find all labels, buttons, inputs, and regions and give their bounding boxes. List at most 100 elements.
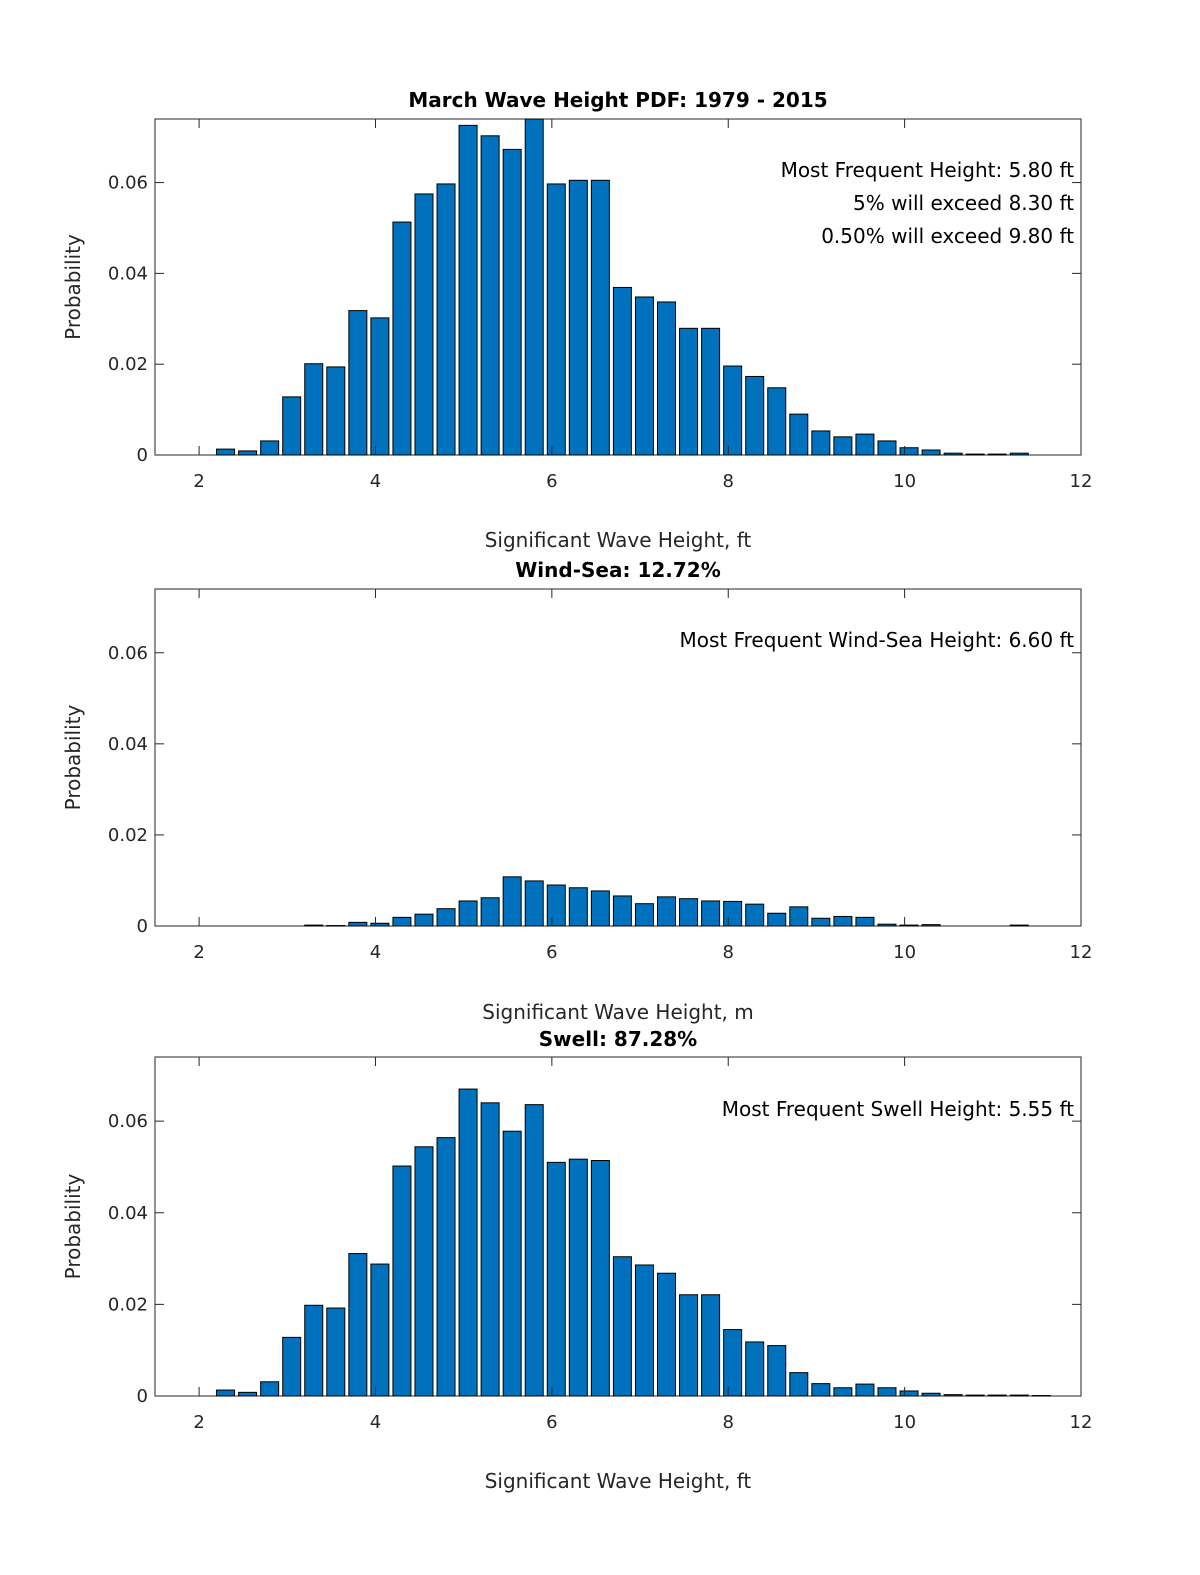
bar [855, 433, 875, 456]
chart-title: Wind-Sea: 12.72% [515, 558, 721, 582]
bar [590, 890, 610, 927]
chart-title: March Wave Height PDF: 1979 - 2015 [408, 88, 827, 112]
bar [657, 1272, 676, 1397]
x-tick-label: 6 [546, 471, 557, 492]
bar [1031, 1395, 1051, 1397]
bar [789, 413, 809, 456]
bar [723, 900, 743, 927]
bar [789, 906, 809, 927]
x-tick-label: 6 [546, 1412, 557, 1433]
bar [458, 900, 478, 927]
bar [436, 183, 456, 456]
annotation: Most Frequent Wind-Sea Height: 6.60 ft [679, 628, 1074, 652]
bar [568, 179, 588, 456]
chart-panel-3: 2 4 6 8 10 12 0 0.02 0.04 0.06 Swell: 87.28% Signif… [61, 1027, 1092, 1493]
y-tick-label: 0 [137, 445, 148, 466]
chart-panel-1: 2 4 6 8 10 12 0 0.02 0.04 0.06 March Wave Height P… [61, 88, 1092, 552]
axes-box [154, 588, 1082, 927]
bar [877, 440, 897, 456]
x-tick-label: 2 [193, 942, 204, 963]
bar [811, 1383, 831, 1397]
bar [304, 924, 324, 927]
bar [855, 916, 875, 927]
bar [612, 895, 632, 927]
annotation: Most Frequent Swell Height: 5.55 ft [722, 1097, 1074, 1121]
x-tick-label: 6 [546, 942, 557, 963]
bar [480, 897, 500, 927]
bar [679, 327, 699, 456]
x-axis-label: Significant Wave Height, ft [485, 528, 752, 552]
bar [502, 1130, 522, 1397]
bar [392, 1165, 412, 1397]
bar [260, 1381, 280, 1397]
bar [921, 1392, 941, 1397]
bar [524, 118, 544, 456]
bar [546, 884, 566, 927]
bar [458, 1088, 478, 1397]
bar [304, 1304, 324, 1397]
x-tick-label: 10 [893, 1412, 916, 1433]
x-tick-label: 10 [893, 942, 916, 963]
bar [502, 876, 522, 927]
bar [612, 1256, 632, 1397]
y-tick-label: 0.02 [108, 1294, 148, 1315]
bar [789, 1372, 809, 1397]
bar [965, 1394, 985, 1397]
bar [414, 1146, 434, 1397]
bar [480, 1102, 500, 1397]
bar [590, 179, 610, 456]
x-tick-label: 2 [193, 471, 204, 492]
bar [701, 327, 721, 456]
bar [326, 925, 346, 927]
bar [216, 1389, 236, 1397]
bar [480, 135, 500, 456]
annotation: 5% will exceed 8.30 ft [853, 191, 1074, 215]
bar [965, 453, 985, 456]
bar [348, 310, 368, 456]
x-tick-label: 8 [723, 471, 734, 492]
bar [767, 912, 787, 927]
bar [590, 1160, 610, 1397]
y-tick-label: 0.04 [108, 263, 148, 284]
y-axis-label: Probability [61, 704, 85, 810]
y-tick-label: 0.06 [108, 173, 148, 194]
bar [326, 1307, 346, 1397]
bar [745, 903, 765, 927]
bar [568, 887, 588, 927]
bar [899, 924, 919, 927]
bar [701, 1294, 721, 1397]
x-tick-label: 4 [370, 942, 381, 963]
bar [855, 1383, 875, 1397]
bar [546, 1161, 566, 1397]
chart-title: Swell: 87.28% [539, 1027, 697, 1051]
bar [811, 917, 831, 927]
bar [612, 286, 632, 456]
bar [458, 124, 478, 456]
x-tick-label: 12 [1070, 1412, 1093, 1433]
bar [987, 453, 1007, 456]
bar [679, 898, 699, 927]
bar [833, 1387, 853, 1397]
bar [679, 1294, 699, 1397]
x-tick-label: 10 [893, 471, 916, 492]
bar [899, 1390, 919, 1397]
bar [238, 450, 258, 456]
bar [657, 301, 676, 456]
y-tick-label: 0 [137, 916, 148, 937]
bar [546, 183, 566, 456]
y-tick-label: 0.02 [108, 825, 148, 846]
bar [657, 896, 676, 927]
bar [392, 916, 412, 927]
bar [745, 1341, 765, 1397]
bar [502, 148, 522, 456]
y-tick-label: 0 [137, 1386, 148, 1407]
bar [899, 447, 919, 456]
bar [414, 913, 434, 927]
bar [326, 366, 346, 456]
x-tick-label: 8 [723, 942, 734, 963]
bar [568, 1158, 588, 1397]
bar [1009, 452, 1029, 456]
x-tick-label: 12 [1070, 942, 1093, 963]
y-axis-label: Probability [61, 1173, 85, 1279]
